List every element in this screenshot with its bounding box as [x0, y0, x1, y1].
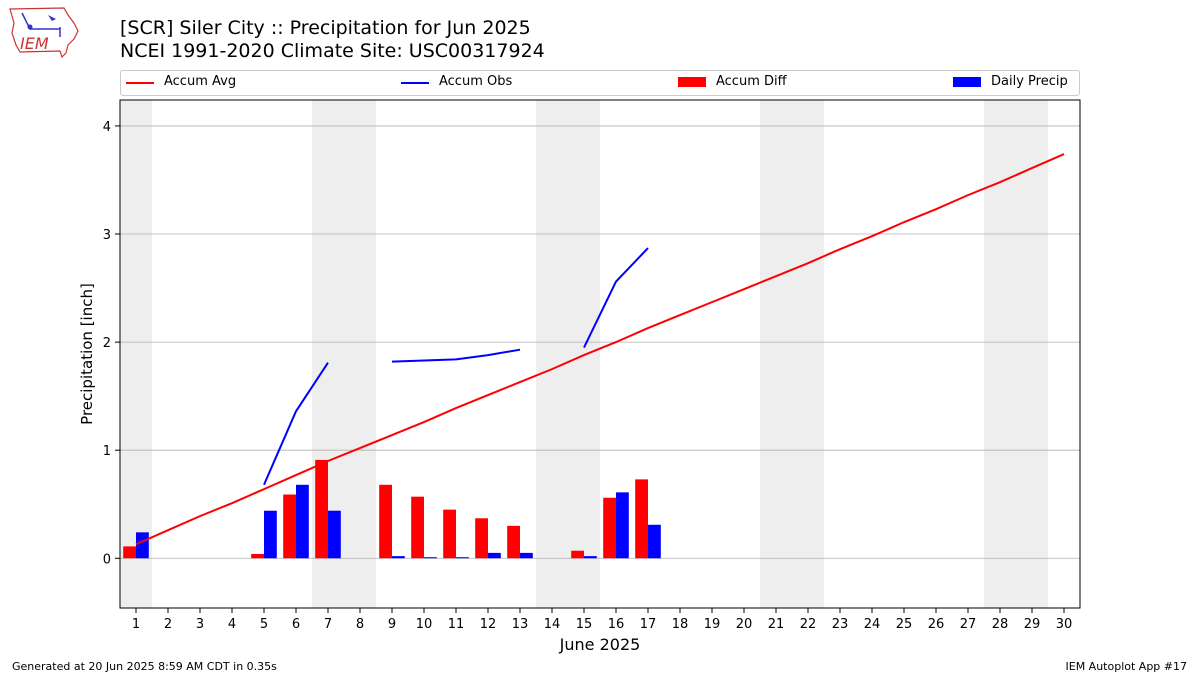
daily-bar-day-11	[456, 557, 469, 559]
x-tick-label-26: 26	[928, 617, 945, 632]
legend-swatch-daily-precip	[953, 77, 981, 87]
x-tick-label-22: 22	[800, 617, 817, 632]
accum-obs-line-segment-0	[263, 362, 329, 486]
daily-bar-day-15	[584, 556, 597, 559]
x-tick-label-27: 27	[960, 617, 977, 632]
y-tick-label-0: 0	[103, 552, 111, 567]
logo-text: IEM	[20, 34, 49, 53]
x-tick-label-15: 15	[576, 617, 593, 632]
accum-obs-line-segment-2	[583, 247, 649, 348]
x-tick-label-4: 4	[228, 617, 236, 632]
chart-legend: Accum Avg Accum Obs Accum Diff Daily Pre…	[120, 70, 1080, 96]
generated-timestamp: Generated at 20 Jun 2025 8:59 AM CDT in …	[12, 660, 277, 673]
weekend-shade-0	[120, 100, 152, 608]
daily-bar-day-6	[296, 484, 309, 559]
diff-bar-day-15	[571, 550, 584, 559]
diff-bar-day-1	[123, 546, 136, 559]
accum-obs-line-segment-1	[391, 348, 521, 363]
daily-bar-day-13	[520, 552, 533, 559]
x-tick-label-1: 1	[132, 617, 140, 632]
diff-bar-day-6	[283, 494, 296, 559]
diff-bar-day-17	[635, 479, 648, 559]
daily-bar-day-16	[616, 492, 629, 559]
x-tick-label-28: 28	[992, 617, 1009, 632]
diff-bar-day-5	[251, 553, 264, 559]
diff-bar-day-7	[315, 459, 328, 559]
daily-bar-day-10	[424, 557, 437, 559]
x-tick-label-10: 10	[416, 617, 433, 632]
x-tick-label-24: 24	[864, 617, 881, 632]
x-tick-label-17: 17	[640, 617, 657, 632]
daily-bar-day-5	[264, 510, 277, 559]
x-tick-label-23: 23	[832, 617, 849, 632]
x-tick-label-8: 8	[356, 617, 364, 632]
x-tick-label-20: 20	[736, 617, 753, 632]
legend-swatch-accum-avg	[126, 82, 154, 84]
legend-label-accum-avg: Accum Avg	[164, 74, 237, 89]
diff-bar-day-9	[379, 484, 392, 559]
x-tick-label-13: 13	[512, 617, 529, 632]
x-tick-label-7: 7	[324, 617, 332, 632]
daily-bar-day-7	[328, 510, 341, 559]
y-tick-label-1: 1	[103, 444, 111, 459]
x-tick-label-25: 25	[896, 617, 913, 632]
x-tick-label-21: 21	[768, 617, 785, 632]
daily-bar-day-17	[648, 524, 661, 559]
accum-avg-line	[135, 153, 1065, 546]
legend-label-daily-precip: Daily Precip	[991, 74, 1068, 89]
x-tick-label-3: 3	[196, 617, 204, 632]
x-tick-label-14: 14	[544, 617, 561, 632]
iem-logo: IEM	[8, 5, 80, 59]
x-tick-label-30: 30	[1056, 617, 1073, 632]
x-tick-label-9: 9	[388, 617, 396, 632]
x-tick-label-18: 18	[672, 617, 689, 632]
y-tick-label-3: 3	[103, 228, 111, 243]
legend-swatch-accum-diff	[678, 77, 706, 87]
x-tick-label-6: 6	[292, 617, 300, 632]
x-axis-label: June 2025	[559, 635, 641, 654]
diff-bar-day-13	[507, 525, 520, 559]
weekend-shade-3	[760, 100, 824, 608]
diff-bar-day-10	[411, 496, 424, 559]
x-tick-label-11: 11	[448, 617, 465, 632]
y-tick-label-4: 4	[103, 120, 111, 135]
weekend-shade-2	[536, 100, 600, 608]
daily-bar-day-1	[136, 532, 149, 559]
y-axis-label: Precipitation [inch]	[78, 283, 96, 425]
diff-bar-day-11	[443, 509, 456, 559]
x-tick-label-16: 16	[608, 617, 625, 632]
app-credit: IEM Autoplot App #17	[1065, 660, 1188, 673]
plot-frame	[119, 99, 1081, 609]
legend-label-accum-diff: Accum Diff	[716, 74, 787, 89]
x-tick-label-2: 2	[164, 617, 172, 632]
y-tick-label-2: 2	[103, 336, 111, 351]
legend-label-accum-obs: Accum Obs	[439, 74, 513, 89]
chart-subtitle: NCEI 1991-2020 Climate Site: USC00317924	[120, 40, 545, 62]
iowa-map-icon: IEM	[9, 7, 79, 59]
x-tick-label-5: 5	[260, 617, 268, 632]
legend-swatch-accum-obs	[401, 82, 429, 84]
x-tick-label-12: 12	[480, 617, 497, 632]
chart-title: [SCR] Siler City :: Precipitation for Ju…	[120, 17, 531, 39]
daily-bar-day-12	[488, 552, 501, 559]
daily-bar-day-9	[392, 556, 405, 559]
diff-bar-day-16	[603, 497, 616, 559]
x-tick-label-19: 19	[704, 617, 721, 632]
x-tick-label-29: 29	[1024, 617, 1041, 632]
diff-bar-day-12	[475, 518, 488, 559]
